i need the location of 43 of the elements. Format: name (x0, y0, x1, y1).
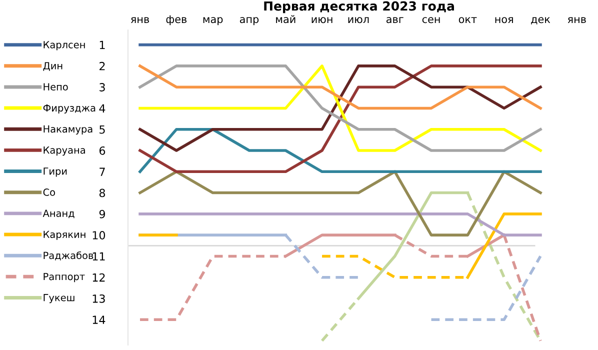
legend-label: Со (43, 188, 55, 196)
x-tick-label: янв (568, 17, 586, 23)
y-tick-label: 7 (100, 168, 105, 176)
legend-label: Накамура (44, 125, 92, 135)
legend-label: Гукеш (44, 294, 74, 304)
line-series (138, 64, 542, 152)
y-tick-label: 2 (100, 62, 105, 70)
y-tick-label: 11 (92, 252, 105, 260)
line-series (138, 64, 542, 174)
x-tick-label: мар (203, 17, 223, 26)
y-tick-label: 8 (99, 188, 106, 198)
legend-label: Каруана (44, 146, 85, 156)
x-tick-label: июл (348, 17, 369, 24)
y-tick-label: 13 (92, 294, 105, 303)
x-tick-label: май (276, 15, 296, 24)
legend-label: Непо (44, 83, 68, 91)
legend-label: Ананд (42, 210, 74, 218)
x-tick-label: янв (130, 17, 150, 23)
x-tick-label: дек (531, 17, 550, 24)
x-tick-label: авг (386, 17, 404, 24)
y-tick-label: 6 (99, 146, 106, 155)
legend-label: Карлсен (44, 41, 85, 50)
legend-label: Гири (44, 168, 67, 177)
x-tick-label: окт (458, 17, 477, 24)
y-tick-label: 10 (92, 231, 106, 240)
legend-label: Раджабов (44, 251, 94, 260)
legend-label: Дин (43, 62, 62, 71)
x-tick-label: сен (422, 17, 440, 24)
y-tick-label: 9 (99, 210, 105, 218)
x-tick-label: апр (240, 17, 259, 26)
legend-label: Фирузджа (43, 104, 96, 114)
y-tick-label: 1 (100, 40, 105, 50)
y-tick-label: 3 (100, 83, 105, 92)
legend-label: Карякин (44, 230, 86, 240)
y-tick-label: 14 (92, 316, 106, 324)
y-tick-label: 4 (99, 104, 106, 112)
x-tick-label: июн (312, 17, 332, 24)
x-tick-label: фев (166, 15, 187, 26)
legend-label: Раппорт (44, 272, 85, 282)
y-tick-label: 12 (92, 273, 105, 282)
x-tick-label: ноя (495, 17, 513, 24)
y-tick-label: 5 (100, 125, 105, 134)
chart-title: Первая десятка 2023 года (264, 1, 454, 14)
